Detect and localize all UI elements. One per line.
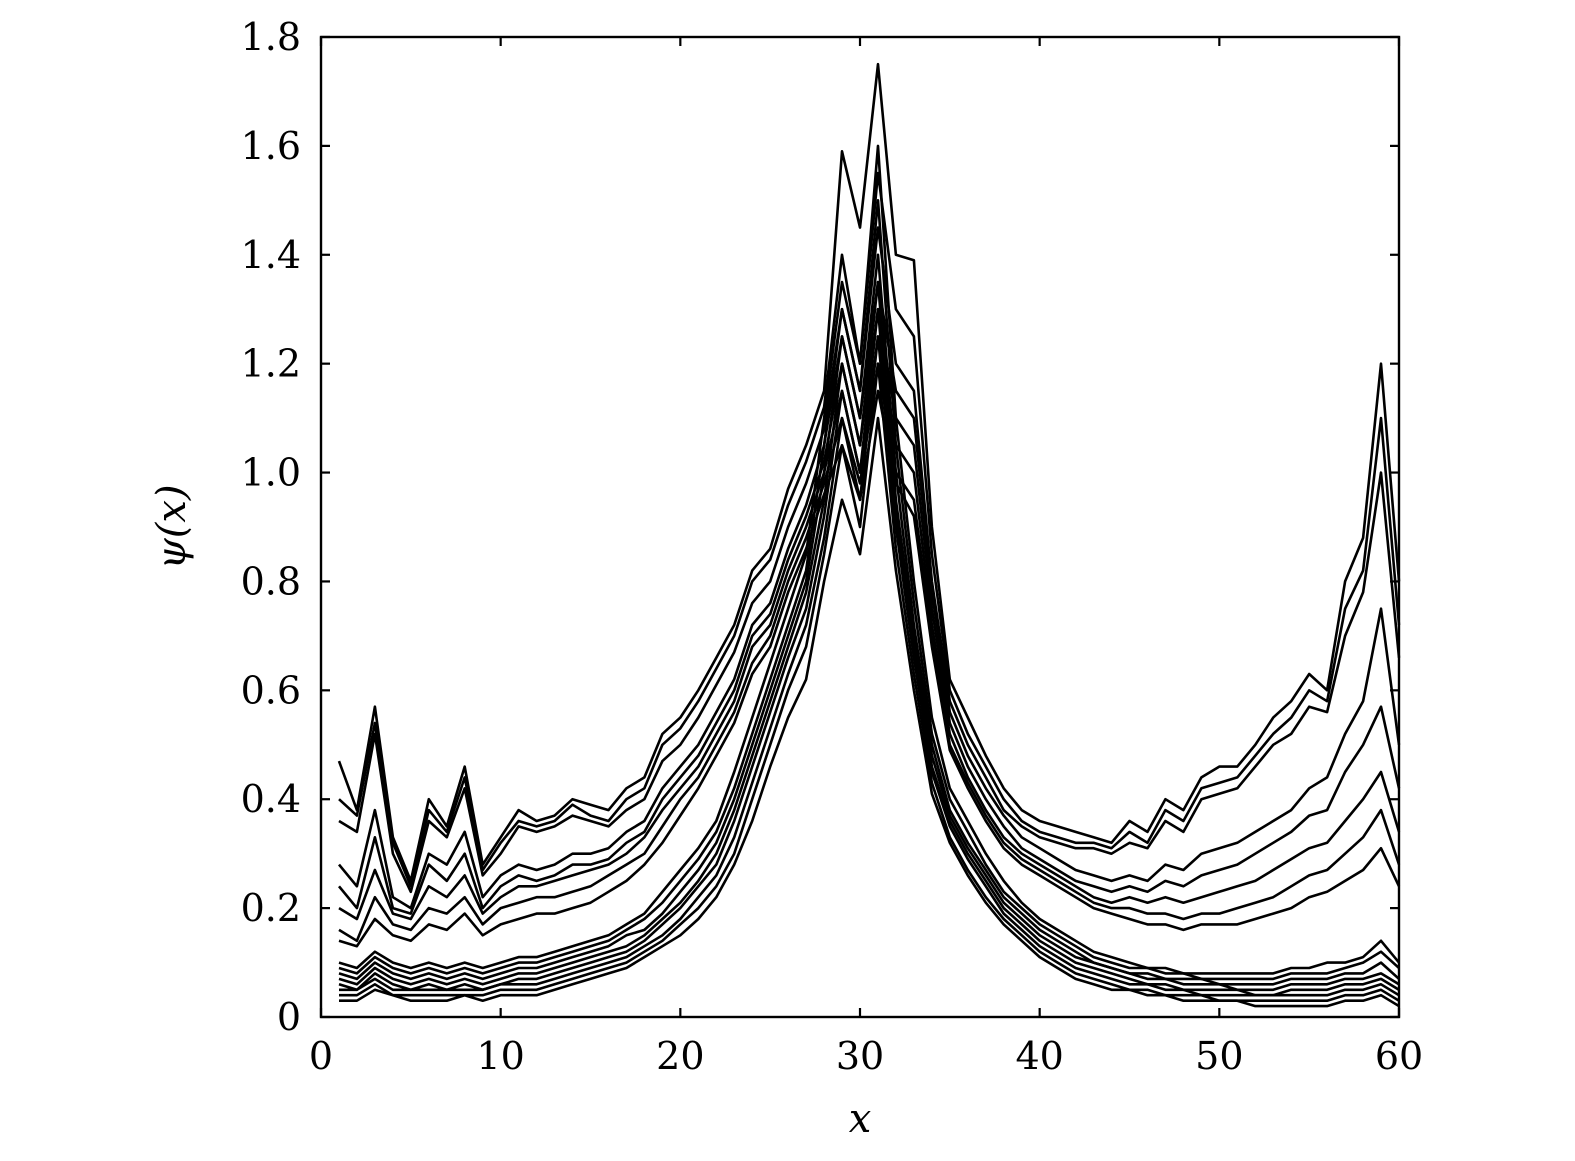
x-tick-label: 20 bbox=[656, 1034, 704, 1078]
x-tick-label: 60 bbox=[1375, 1034, 1423, 1078]
tick-layer: 0 10 20 30 40 50 60 0 0.2 0.4 0.6 0.8 1.0 1.2 1.4 1.6 1.… bbox=[241, 15, 1424, 1078]
y-tick-label: 0.6 bbox=[241, 668, 301, 712]
y-tick-label: 0.8 bbox=[241, 559, 301, 603]
y-axis-label: ψ(x) bbox=[149, 484, 195, 569]
x-tick-label: 0 bbox=[309, 1034, 333, 1078]
y-tick-label: 0.4 bbox=[241, 777, 301, 821]
x-tick-label: 40 bbox=[1015, 1034, 1063, 1078]
series-line-15 bbox=[339, 362, 1400, 1002]
x-tick-label: 10 bbox=[476, 1034, 524, 1078]
y-tick-label: 1.6 bbox=[241, 124, 301, 168]
y-tick-label: 0 bbox=[277, 995, 301, 1039]
series-line-5 bbox=[337, 307, 1401, 915]
plot-frame bbox=[319, 35, 1401, 1019]
y-tick-label: 1.8 bbox=[241, 15, 301, 59]
y-tick-label: 0.2 bbox=[241, 886, 301, 930]
series-layer bbox=[337, 62, 1401, 1008]
series-line-6 bbox=[338, 335, 1401, 921]
y-tick-label: 1.0 bbox=[241, 451, 301, 495]
series-line-10 bbox=[338, 199, 1400, 981]
y-tick-label: 1.4 bbox=[241, 233, 301, 277]
series-line-14 bbox=[339, 335, 1400, 997]
series-line-4 bbox=[337, 280, 1401, 910]
series-line-2 bbox=[338, 171, 1401, 888]
y-tick-label: 1.2 bbox=[241, 342, 301, 386]
series-line-16 bbox=[339, 416, 1400, 1008]
series-line-1 bbox=[337, 62, 1401, 883]
series-line-13 bbox=[338, 307, 1400, 997]
x-axis-label: x bbox=[849, 1096, 872, 1142]
series-line-12 bbox=[338, 280, 1400, 992]
x-tick-label: 30 bbox=[836, 1034, 884, 1078]
series-line-9 bbox=[338, 144, 1401, 975]
x-tick-label: 50 bbox=[1195, 1034, 1243, 1078]
